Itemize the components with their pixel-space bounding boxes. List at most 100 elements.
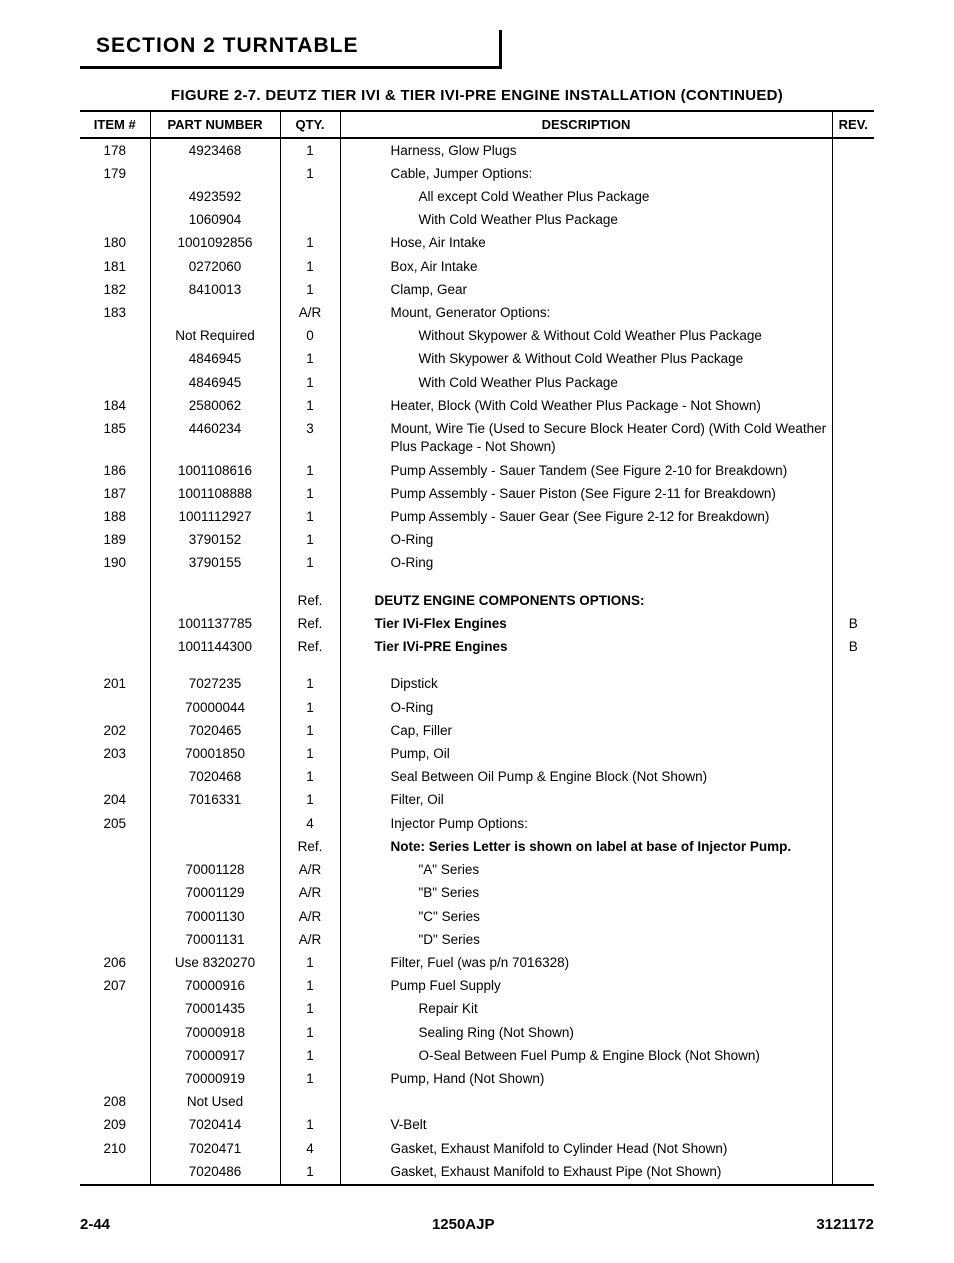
cell-item: 206 [80, 951, 150, 974]
cell-qty: 1 [280, 1044, 340, 1067]
table-row: 70204681Seal Between Oil Pump & Engine B… [80, 766, 874, 789]
cell-item [80, 1068, 150, 1091]
cell-desc: Pump, Hand (Not Shown) [340, 1068, 832, 1091]
cell-qty: A/R [280, 302, 340, 325]
cell-part: 70000919 [150, 1068, 280, 1091]
cell-part: 70001130 [150, 905, 280, 928]
table-row: 18102720601Box, Air Intake [80, 255, 874, 278]
cell-desc: Pump Assembly - Sauer Gear (See Figure 2… [340, 506, 832, 529]
cell-desc: Seal Between Oil Pump & Engine Block (No… [340, 766, 832, 789]
cell-qty [280, 209, 340, 232]
cell-item [80, 1044, 150, 1067]
table-row: 208Not Used [80, 1091, 874, 1114]
cell-item: 209 [80, 1114, 150, 1137]
cell-desc: Pump Assembly - Sauer Tandem (See Figure… [340, 459, 832, 482]
cell-rev [832, 589, 874, 612]
cell-rev [832, 506, 874, 529]
cell-item [80, 835, 150, 858]
cell-qty: 1 [280, 742, 340, 765]
cell-item [80, 766, 150, 789]
cell-item [80, 1021, 150, 1044]
cell-part: 2580062 [150, 394, 280, 417]
cell-desc: Filter, Oil [340, 789, 832, 812]
cell-part: 1001092856 [150, 232, 280, 255]
cell-part: 7016331 [150, 789, 280, 812]
cell-part: 7027235 [150, 673, 280, 696]
cell-item [80, 905, 150, 928]
cell-rev [832, 232, 874, 255]
cell-item [80, 998, 150, 1021]
cell-desc: Clamp, Gear [340, 278, 832, 301]
cell-qty: 1 [280, 482, 340, 505]
cell-desc: Pump Fuel Supply [340, 975, 832, 998]
cell-part: 70001435 [150, 998, 280, 1021]
cell-qty [280, 1091, 340, 1114]
cell-desc: Harness, Glow Plugs [340, 138, 832, 162]
cell-rev [832, 185, 874, 208]
cell-rev [832, 325, 874, 348]
cell-desc: V-Belt [340, 1114, 832, 1137]
cell-rev: B [832, 636, 874, 659]
cell-qty: 1 [280, 673, 340, 696]
cell-desc: Box, Air Intake [340, 255, 832, 278]
cell-rev [832, 459, 874, 482]
cell-rev [832, 905, 874, 928]
cell-part: 4460234 [150, 418, 280, 459]
cell-rev [832, 552, 874, 575]
table-row: Ref.Note: Series Letter is shown on labe… [80, 835, 874, 858]
cell-item: 207 [80, 975, 150, 998]
cell-rev [832, 1137, 874, 1160]
cell-desc: Pump, Oil [340, 742, 832, 765]
cell-desc: Heater, Block (With Cold Weather Plus Pa… [340, 394, 832, 417]
cell-item: 178 [80, 138, 150, 162]
table-row: 21070204714Gasket, Exhaust Manifold to C… [80, 1137, 874, 1160]
cell-item: 188 [80, 506, 150, 529]
cell-part: 70000918 [150, 1021, 280, 1044]
cell-rev [832, 719, 874, 742]
cell-rev [832, 1114, 874, 1137]
cell-qty: 1 [280, 766, 340, 789]
cell-desc: "D" Series [340, 928, 832, 951]
cell-part: 7020486 [150, 1160, 280, 1184]
cell-desc: Filter, Fuel (was p/n 7016328) [340, 951, 832, 974]
cell-rev [832, 673, 874, 696]
cell-item: 189 [80, 529, 150, 552]
table-row: 18610011086161Pump Assembly - Sauer Tand… [80, 459, 874, 482]
cell-part: 4923468 [150, 138, 280, 162]
cell-item: 204 [80, 789, 150, 812]
cell-part: 1001108616 [150, 459, 280, 482]
cell-item: 180 [80, 232, 150, 255]
figure-title: FIGURE 2-7. DEUTZ TIER IVI & TIER IVI-PR… [80, 87, 874, 104]
cell-part: 3790155 [150, 552, 280, 575]
cell-item: 186 [80, 459, 150, 482]
cell-desc: "C" Series [340, 905, 832, 928]
col-part: PART NUMBER [150, 111, 280, 138]
table-row: 70204861Gasket, Exhaust Manifold to Exha… [80, 1160, 874, 1184]
table-row: 70001131A/R"D" Series [80, 928, 874, 951]
cell-part: 70000916 [150, 975, 280, 998]
table-row [80, 659, 874, 673]
table-row: 20970204141V-Belt [80, 1114, 874, 1137]
cell-item [80, 696, 150, 719]
cell-part: 70001129 [150, 882, 280, 905]
table-row [80, 575, 874, 589]
cell-qty: 1 [280, 1068, 340, 1091]
cell-part: Use 8320270 [150, 951, 280, 974]
cell-rev [832, 1021, 874, 1044]
table-row: 1791Cable, Jumper Options: [80, 162, 874, 185]
cell-qty: 3 [280, 418, 340, 459]
cell-part: 4846945 [150, 348, 280, 371]
cell-rev [832, 1160, 874, 1184]
cell-qty: 1 [280, 255, 340, 278]
cell-rev [832, 998, 874, 1021]
cell-part: 70001128 [150, 859, 280, 882]
cell-desc: Mount, Wire Tie (Used to Secure Block He… [340, 418, 832, 459]
footer-right: 3121172 [816, 1216, 874, 1233]
table-row: 700009191Pump, Hand (Not Shown) [80, 1068, 874, 1091]
cell-qty: 1 [280, 998, 340, 1021]
cell-part: 1001112927 [150, 506, 280, 529]
cell-part [150, 162, 280, 185]
cell-qty: 1 [280, 459, 340, 482]
cell-desc: Gasket, Exhaust Manifold to Exhaust Pipe… [340, 1160, 832, 1184]
cell-desc: Note: Series Letter is shown on label at… [340, 835, 832, 858]
